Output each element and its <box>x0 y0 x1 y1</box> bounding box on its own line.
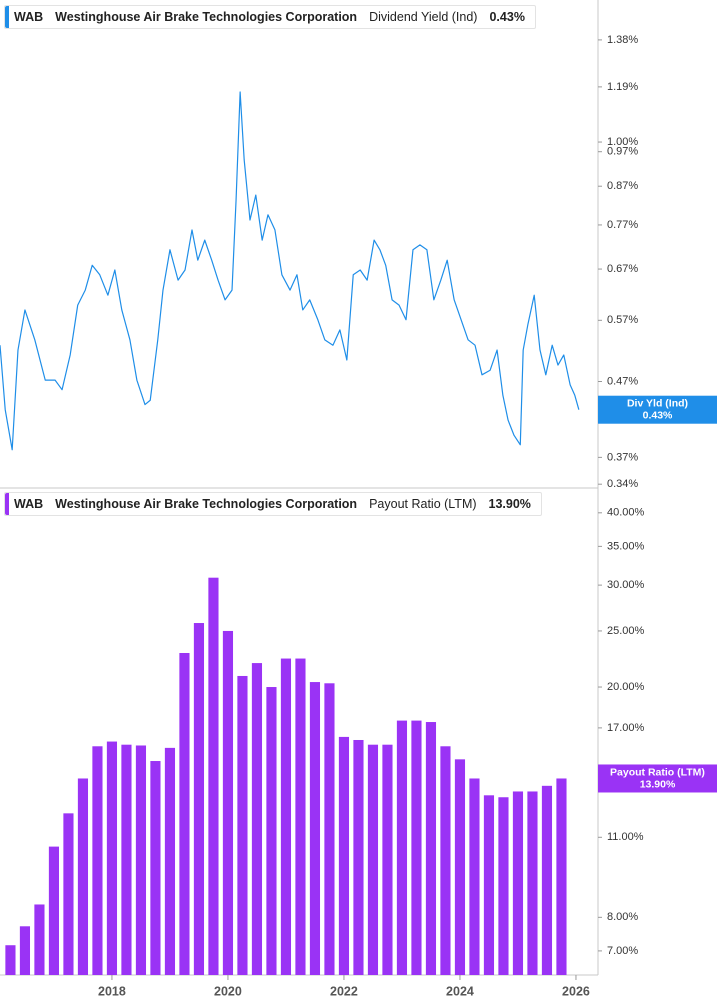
bar <box>251 663 263 975</box>
bar <box>77 778 89 975</box>
bar <box>541 785 553 975</box>
bar <box>266 687 277 975</box>
bar <box>48 846 60 975</box>
header-stripe <box>5 493 9 515</box>
current-value-flag: Payout Ratio (LTM)13.90% <box>598 764 717 793</box>
bar <box>121 744 132 975</box>
bar <box>512 791 524 975</box>
y-tick-label: 8.00% <box>607 911 638 923</box>
y-tick-label: 11.00% <box>607 831 644 843</box>
bar <box>164 747 176 975</box>
bar <box>34 904 45 975</box>
ticker: WAB <box>14 497 44 511</box>
bar <box>179 652 190 975</box>
y-tick-label: 0.77% <box>607 219 638 231</box>
bar <box>556 778 567 975</box>
y-tick-label: 30.00% <box>607 579 645 591</box>
y-tick-label: 7.00% <box>607 945 638 957</box>
bar <box>527 791 538 975</box>
current-value: 0.43% <box>489 10 525 24</box>
bar <box>353 739 364 975</box>
data-line <box>0 91 580 451</box>
bar <box>19 926 31 975</box>
y-tick-label: 20.00% <box>607 681 645 693</box>
bar <box>63 813 74 975</box>
x-tick-label: 2022 <box>330 984 358 998</box>
bar <box>150 761 161 975</box>
company-name: Westinghouse Air Brake Technologies Corp… <box>55 497 358 511</box>
y-tick-label: 0.34% <box>607 478 638 490</box>
bar <box>396 720 408 975</box>
flag-value: 13.90% <box>640 778 676 790</box>
flag-background <box>598 395 717 424</box>
y-tick-label: 40.00% <box>607 507 645 519</box>
bar <box>498 797 509 975</box>
company-name: Westinghouse Air Brake Technologies Corp… <box>55 10 358 24</box>
flag-background <box>598 764 717 793</box>
y-tick-label: 0.67% <box>607 263 638 275</box>
y-tick-label: 0.47% <box>607 375 638 387</box>
flag-label: Div Yld (Ind) <box>627 397 688 409</box>
bar <box>309 682 321 975</box>
bar <box>367 744 379 975</box>
y-tick-label: 1.00% <box>607 136 638 148</box>
y-tick-label: 0.57% <box>607 314 638 326</box>
bar <box>222 630 234 975</box>
bar <box>295 658 306 975</box>
current-value: 13.90% <box>488 497 531 511</box>
bar <box>382 744 393 975</box>
bar <box>5 945 16 975</box>
x-tick-label: 2018 <box>98 984 126 998</box>
bar <box>338 736 350 975</box>
bar <box>469 778 480 975</box>
bar <box>208 577 219 975</box>
y-tick-label: 0.37% <box>607 451 638 463</box>
bar <box>280 658 292 975</box>
chart-header: WAB Westinghouse Air Brake Technologies … <box>4 492 542 516</box>
bar <box>425 722 437 975</box>
bar <box>92 746 103 975</box>
chart-header: WAB Westinghouse Air Brake Technologies … <box>4 5 536 29</box>
y-tick-label: 0.97% <box>607 146 638 158</box>
flag-value: 0.43% <box>643 409 673 421</box>
y-tick-label: 35.00% <box>607 540 645 552</box>
ticker: WAB <box>14 10 44 24</box>
y-tick-label: 1.19% <box>607 81 638 93</box>
y-tick-label: 0.87% <box>607 180 638 192</box>
bar <box>135 745 147 975</box>
x-tick-label: 2020 <box>214 984 242 998</box>
metric-name: Dividend Yield (Ind) <box>369 10 478 24</box>
y-tick-label: 25.00% <box>607 625 645 637</box>
metric-name: Payout Ratio (LTM) <box>369 497 477 511</box>
bar <box>106 741 118 975</box>
bar <box>454 759 466 975</box>
x-tick-label: 2026 <box>562 984 590 998</box>
y-tick-label: 1.38% <box>607 34 638 46</box>
bar <box>440 746 451 975</box>
flag-label: Payout Ratio (LTM) <box>610 766 705 778</box>
x-tick-label: 2024 <box>446 984 474 998</box>
bar <box>483 795 495 975</box>
bar <box>324 683 335 975</box>
bar <box>237 675 248 975</box>
current-value-flag: Div Yld (Ind)0.43% <box>598 395 717 424</box>
header-stripe <box>5 6 9 28</box>
bar <box>193 623 205 975</box>
y-tick-label: 17.00% <box>607 722 645 734</box>
bar <box>411 720 422 975</box>
